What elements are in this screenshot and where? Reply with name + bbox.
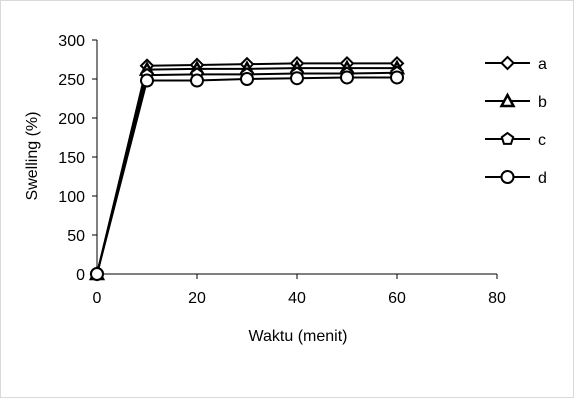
legend-entry-b: b <box>485 92 547 111</box>
legend-marker-b <box>499 92 516 108</box>
legend-marker-a <box>500 55 515 71</box>
series-d <box>90 70 404 281</box>
legend-label-a: a <box>538 56 547 73</box>
x-axis-title: Waktu (menit) <box>249 328 348 345</box>
y-tick-label: 150 <box>58 150 85 167</box>
legend-label-b: b <box>538 94 547 111</box>
y-tick-label: 100 <box>58 189 85 206</box>
data-point-d <box>390 70 404 85</box>
x-tick-label: 20 <box>188 290 206 307</box>
legend-label-d: d <box>538 170 547 187</box>
series-line-d <box>96 76 397 275</box>
series-layer <box>88 55 406 282</box>
y-tick-label: 300 <box>58 33 85 50</box>
x-tick-label: 80 <box>488 290 506 307</box>
data-point-d <box>240 72 254 86</box>
y-tick-label: 0 <box>76 267 85 284</box>
axes: 0 50 100 150 200 250 300 0 20 40 60 80 <box>58 33 506 307</box>
legend-entry-a: a <box>485 55 547 73</box>
series-c <box>90 65 404 280</box>
legend-entry-c: c <box>485 131 546 149</box>
y-tick-label: 50 <box>67 228 85 245</box>
y-tick-label: 200 <box>58 111 85 128</box>
legend: a b c d <box>485 55 547 187</box>
y-tick-label: 250 <box>58 72 85 89</box>
series-b <box>88 59 406 281</box>
legend-marker-c <box>500 131 515 145</box>
data-point-d <box>290 71 304 86</box>
series-a <box>89 55 405 282</box>
y-axis-title: Swelling (%) <box>24 112 41 201</box>
data-point-d <box>90 267 104 281</box>
x-tick-label: 0 <box>93 290 102 307</box>
data-point-d <box>140 73 154 88</box>
x-tick-label: 40 <box>288 290 306 307</box>
legend-marker-d <box>500 170 515 184</box>
x-tick-label: 60 <box>388 290 406 307</box>
data-point-d <box>190 73 204 88</box>
data-point-d <box>340 70 354 85</box>
legend-label-c: c <box>538 132 546 149</box>
legend-entry-d: d <box>485 170 547 187</box>
